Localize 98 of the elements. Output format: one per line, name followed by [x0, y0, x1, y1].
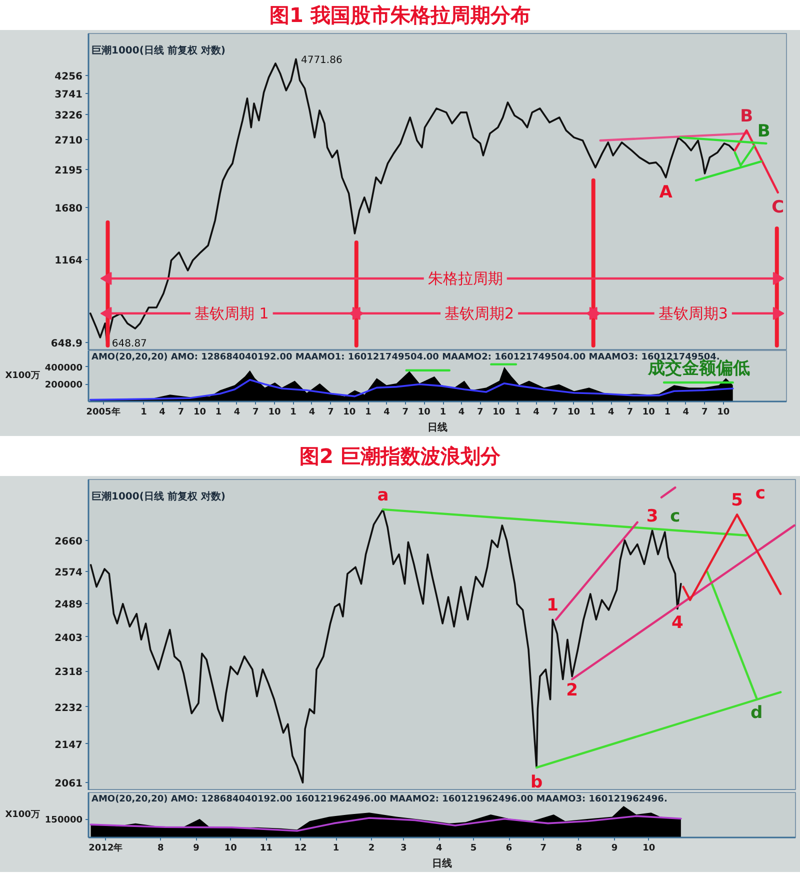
data-label: a [377, 485, 389, 506]
x-tick-label: 1 [664, 408, 671, 418]
data-label: A [659, 182, 674, 202]
x-tick-label: 1 [589, 408, 596, 418]
y-tick-label: 2710 [54, 135, 83, 146]
y-tick-label: 400000 [44, 363, 83, 374]
y-tick-label: 1680 [54, 203, 83, 214]
y-tick-label: 2232 [54, 702, 83, 714]
x-tick-label: 2 [368, 844, 375, 854]
y-tick-label: 2147 [54, 740, 83, 751]
x-tick-label: 12 [294, 844, 307, 854]
x-tick-label: 4 [682, 408, 690, 418]
data-label: C [772, 197, 784, 218]
x-tick-label: 7 [540, 844, 547, 854]
x-tick-label: 4 [384, 408, 390, 418]
data-label: B [757, 121, 770, 142]
x-tick-label: 7 [552, 408, 558, 418]
x-tick-label: 1 [215, 408, 222, 418]
x-tick-label: 9 [611, 844, 618, 854]
x-tick-label: 1 [140, 408, 147, 418]
x-tick-label: 4 [533, 408, 540, 418]
y-tick-label: 648.9 [50, 338, 83, 350]
x-tick-label: 4 [608, 408, 614, 418]
y-axis-title: X100万 [5, 810, 40, 820]
chart-title: 图2 巨潮指数波浪划分 [300, 443, 500, 470]
y-tick-label: 4256 [54, 71, 83, 82]
y-tick-label: 3741 [54, 90, 83, 101]
y-tick-label: 2195 [54, 165, 83, 176]
x-tick-label: 4 [458, 408, 465, 418]
data-label: b [530, 772, 543, 793]
y-tick-label: 1164 [54, 255, 83, 266]
annotation: 4 [672, 612, 684, 633]
text: 巨潮1000(日线 前复权 对数) [92, 44, 226, 56]
annotation: 朱格拉周期 [428, 269, 503, 288]
x-tick-label: 2012年 [88, 842, 123, 854]
x-tick-label: 6 [506, 844, 512, 854]
x-tick-label: 7 [178, 408, 184, 418]
annotation: 1 [546, 596, 559, 616]
x-tick-label: 10 [268, 408, 281, 418]
x-tick-label: 10 [343, 408, 356, 418]
text: 150000 [44, 816, 83, 826]
x-tick-label: 3 [400, 844, 407, 854]
annotation: 基钦周期2 [444, 304, 514, 322]
annotation: 基钦周期 1 [194, 304, 269, 322]
y-tick-label: 2318 [54, 667, 83, 678]
x-tick-label: 5 [470, 844, 477, 854]
x-tick-label: 10 [642, 408, 655, 418]
x-tick-label: 10 [193, 408, 206, 418]
x-axis-title: 日线 [428, 422, 448, 434]
x-tick-label: 1 [290, 408, 296, 418]
y-tick-label: 2403 [54, 632, 83, 644]
y-tick-label: 2489 [54, 599, 83, 610]
x-tick-label: 8 [576, 844, 582, 854]
x-tick-label: 1 [514, 408, 521, 418]
x-tick-label: 4 [436, 844, 442, 854]
x-axis-title: 日线 [432, 858, 452, 870]
chart-title: 图1 我国股市朱格拉周期分布 [270, 2, 530, 29]
x-tick-label: 7 [626, 408, 633, 418]
y-tick-label: 2660 [54, 536, 83, 548]
annotation: 3 [646, 506, 658, 526]
annotation: 2 [566, 680, 578, 700]
x-tick-label: 7 [402, 408, 408, 418]
x-tick-label: 4 [159, 408, 166, 418]
text: 巨潮1000(日线 前复权 对数) [92, 490, 226, 502]
x-tick-label: 7 [327, 408, 334, 418]
data-label: 648.87 [112, 338, 147, 350]
x-tick-label: 8 [158, 844, 164, 854]
y-tick-label: 2061 [54, 778, 83, 790]
annotation: 基钦周期3 [658, 304, 728, 322]
x-tick-label: 11 [260, 844, 272, 854]
x-tick-label: 9 [193, 844, 200, 854]
x-tick-label: 7 [252, 408, 259, 418]
x-tick-label: 10 [717, 408, 730, 418]
x-tick-label: 1 [332, 844, 340, 854]
data-label: c [670, 506, 680, 526]
annotation: c [755, 484, 766, 504]
annotation: 5 [731, 490, 743, 511]
x-tick-label: 7 [701, 408, 708, 418]
x-tick-label: 4 [308, 408, 316, 418]
data-label: 成交金额偏低 [646, 358, 750, 378]
x-tick-label: 10 [567, 408, 580, 418]
x-tick-label: 10 [418, 408, 430, 418]
y-axis-title: X100万 [5, 371, 40, 381]
x-tick-label: 4 [234, 408, 240, 418]
y-tick-label: 3226 [54, 110, 83, 122]
x-tick-label: 10 [492, 408, 506, 418]
data-label: d [750, 703, 763, 724]
chart-subtitle: AMO(20,20,20) AMO: 128684040192.00 160121962496.00 MAAMO2: 160121962496.00 MAAMO3: 160121962496. [92, 794, 668, 804]
y-tick-label: 200000 [44, 380, 83, 391]
data-label: 4771.86 [300, 55, 342, 66]
x-tick-label: 2005年 [86, 406, 120, 418]
x-tick-label: 1 [365, 408, 372, 418]
x-tick-label: 10 [224, 844, 237, 854]
x-tick-label: 1 [440, 408, 446, 418]
x-tick-label: 10 [642, 844, 656, 854]
x-tick-label: 7 [476, 408, 484, 418]
data-label: B [740, 106, 754, 126]
y-tick-label: 2574 [54, 568, 83, 579]
